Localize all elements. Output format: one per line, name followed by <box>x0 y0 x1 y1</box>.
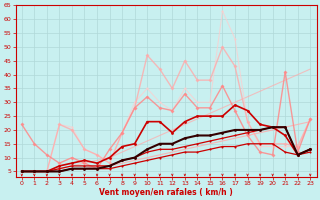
X-axis label: Vent moyen/en rafales ( km/h ): Vent moyen/en rafales ( km/h ) <box>99 188 233 197</box>
